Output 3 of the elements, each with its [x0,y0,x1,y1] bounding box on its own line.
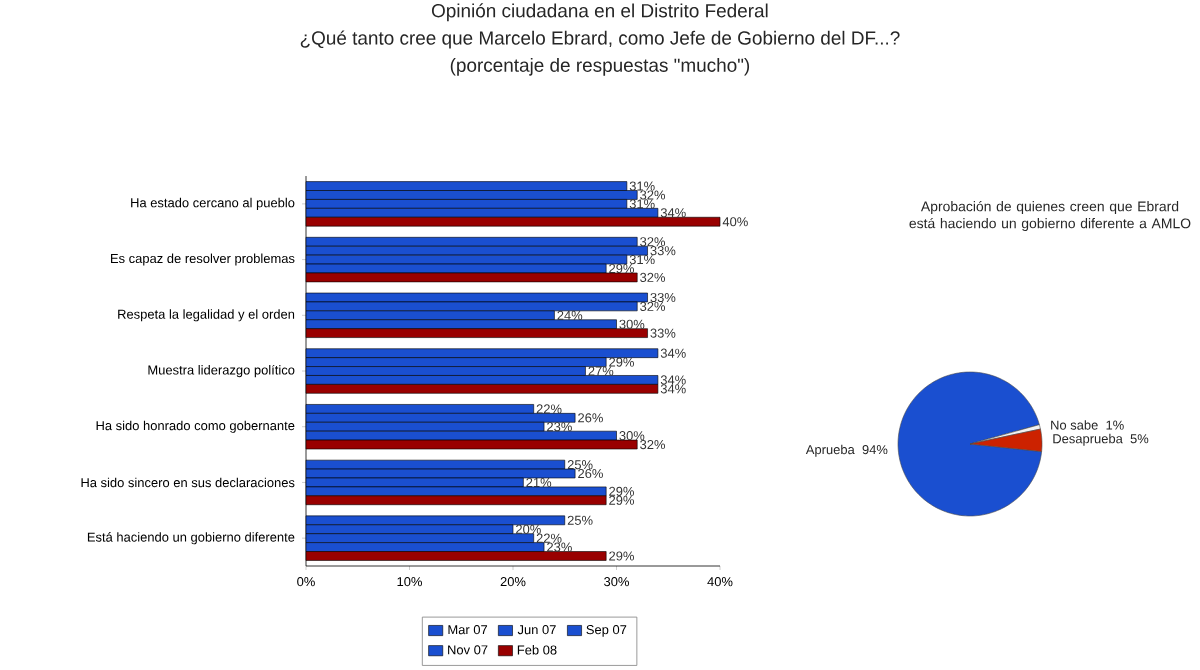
chart-title: Opinión ciudadana en el Distrito Federal [431,3,768,22]
chart-subtitle: ¿Qué tanto cree que Marcelo Ebrard, como Jefe de Gobierno del DF...? [300,30,900,49]
text: (porcentaje de respuestas "mucho") [450,58,750,76]
